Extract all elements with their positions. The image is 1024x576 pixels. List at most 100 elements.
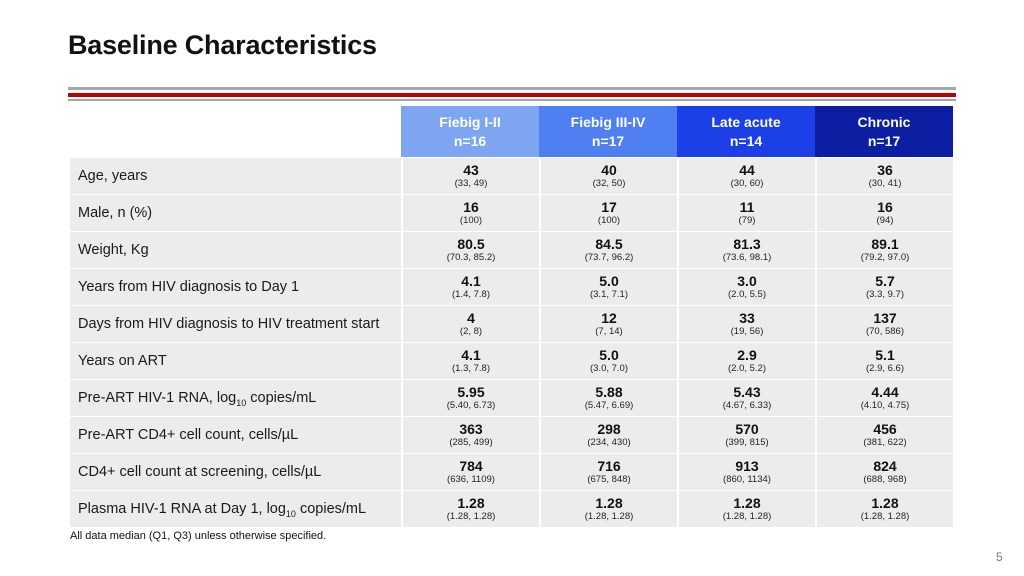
row-label: Pre-ART HIV-1 RNA, log10 copies/mL <box>70 379 401 416</box>
table-row: Pre-ART HIV-1 RNA, log10 copies/mL 5.95 (5… <box>70 379 953 416</box>
median-value: 5.1 <box>875 347 895 363</box>
median-value: 43 <box>463 162 479 178</box>
quartile-range: (100) <box>597 215 621 226</box>
median-value: 5.0 <box>599 273 619 289</box>
median-value: 913 <box>735 458 759 474</box>
value-cell: 4.1 (1.4, 7.8) <box>401 268 539 305</box>
quartile-range: (1.28, 1.28) <box>584 511 634 522</box>
value-cell: 89.1 (79.2, 97.0) <box>815 231 953 268</box>
median-value: 12 <box>601 310 617 326</box>
median-value: 89.1 <box>871 236 899 252</box>
header-name: Fiebig I-II <box>439 113 501 130</box>
table-row: Male, n (%) 16 (100) 17 (100) 11 (79) 16 (94) <box>70 194 953 231</box>
value-cell: 5.88 (5.47, 6.69) <box>539 379 677 416</box>
quartile-range: (2.0, 5.2) <box>727 363 767 374</box>
table-row: Pre-ART CD4+ cell count, cells/µL 363 (285… <box>70 416 953 453</box>
value-cell: 44 (30, 60) <box>677 157 815 194</box>
title-divider-bottom <box>68 99 956 101</box>
median-value: 40 <box>601 162 617 178</box>
table-header-row: Fiebig I-II n=16 Fiebig III-IV n=17 Late… <box>70 106 953 157</box>
value-cell: 456 (381, 622) <box>815 416 953 453</box>
header-fiebig-iii-iv: Fiebig III-IV n=17 <box>539 106 677 157</box>
value-cell: 40 (32, 50) <box>539 157 677 194</box>
value-cell: 16 (100) <box>401 194 539 231</box>
value-cell: 784 (636, 1109) <box>401 453 539 490</box>
median-value: 3.0 <box>737 273 757 289</box>
table-row: Age, years 43 (33, 49) 40 (32, 50) 44 (30, 60)… <box>70 157 953 194</box>
quartile-range: (399, 815) <box>725 437 769 448</box>
quartile-range: (636, 1109) <box>447 474 495 485</box>
median-value: 298 <box>597 421 621 437</box>
median-value: 36 <box>877 162 893 178</box>
value-cell: 84.5 (73.7, 96.2) <box>539 231 677 268</box>
median-value: 80.5 <box>457 236 485 252</box>
value-cell: 80.5 (70.3, 85.2) <box>401 231 539 268</box>
value-cell: 1.28 (1.28, 1.28) <box>401 490 539 527</box>
median-value: 4 <box>467 310 475 326</box>
value-cell: 137 (70, 586) <box>815 305 953 342</box>
median-value: 44 <box>739 162 755 178</box>
quartile-range: (5.40, 6.73) <box>446 400 496 411</box>
quartile-range: (19, 56) <box>730 326 764 337</box>
value-cell: 5.1 (2.9, 6.6) <box>815 342 953 379</box>
header-n: n=17 <box>591 132 625 149</box>
quartile-range: (860, 1134) <box>723 474 771 485</box>
header-name: Fiebig III-IV <box>570 113 646 130</box>
value-cell: 824 (688, 968) <box>815 453 953 490</box>
quartile-range: (4.67, 6.33) <box>722 400 772 411</box>
median-value: 1.28 <box>457 495 485 511</box>
quartile-range: (1.3, 7.8) <box>451 363 491 374</box>
median-value: 16 <box>877 199 893 215</box>
quartile-range: (381, 622) <box>863 437 907 448</box>
value-cell: 3.0 (2.0, 5.5) <box>677 268 815 305</box>
row-label: Days from HIV diagnosis to HIV treatment… <box>70 305 401 342</box>
quartile-range: (32, 50) <box>592 178 626 189</box>
value-cell: 570 (399, 815) <box>677 416 815 453</box>
value-cell: 298 (234, 430) <box>539 416 677 453</box>
quartile-range: (30, 41) <box>868 178 902 189</box>
median-value: 33 <box>739 310 755 326</box>
header-fiebig-i-ii: Fiebig I-II n=16 <box>401 106 539 157</box>
median-value: 5.43 <box>733 384 761 400</box>
quartile-range: (3.1, 7.1) <box>589 289 629 300</box>
median-value: 363 <box>459 421 483 437</box>
value-cell: 1.28 (1.28, 1.28) <box>815 490 953 527</box>
baseline-characteristics-table: Fiebig I-II n=16 Fiebig III-IV n=17 Late… <box>70 106 953 527</box>
page-number: 5 <box>996 550 1003 564</box>
median-value: 5.7 <box>875 273 895 289</box>
quartile-range: (2.9, 6.6) <box>865 363 905 374</box>
value-cell: 17 (100) <box>539 194 677 231</box>
median-value: 1.28 <box>595 495 623 511</box>
value-cell: 43 (33, 49) <box>401 157 539 194</box>
value-cell: 913 (860, 1134) <box>677 453 815 490</box>
median-value: 16 <box>463 199 479 215</box>
quartile-range: (4.10, 4.75) <box>860 400 910 411</box>
quartile-range: (1.28, 1.28) <box>860 511 910 522</box>
quartile-range: (285, 499) <box>449 437 493 448</box>
row-label-subscript: 10 <box>285 508 296 519</box>
row-label: Years from HIV diagnosis to Day 1 <box>70 268 401 305</box>
value-cell: 81.3 (73.6, 98.1) <box>677 231 815 268</box>
row-label-units: copies/mL <box>246 390 317 406</box>
median-value: 1.28 <box>871 495 899 511</box>
quartile-range: (3.0, 7.0) <box>589 363 629 374</box>
title-divider-accent <box>68 93 956 97</box>
value-cell: 363 (285, 499) <box>401 416 539 453</box>
quartile-range: (70, 586) <box>865 326 905 337</box>
value-cell: 16 (94) <box>815 194 953 231</box>
quartile-range: (79.2, 97.0) <box>860 252 910 263</box>
row-label-text: Plasma HIV-1 RNA at Day 1, log <box>78 501 286 517</box>
header-n: n=16 <box>453 132 487 149</box>
median-value: 784 <box>459 458 483 474</box>
quartile-range: (70.3, 85.2) <box>446 252 496 263</box>
table-row: Years on ART 4.1 (1.3, 7.8) 5.0 (3.0, 7.0) 2.… <box>70 342 953 379</box>
quartile-range: (1.28, 1.28) <box>722 511 772 522</box>
median-value: 456 <box>873 421 897 437</box>
median-value: 1.28 <box>733 495 761 511</box>
quartile-range: (94) <box>876 215 894 226</box>
value-cell: 5.0 (3.1, 7.1) <box>539 268 677 305</box>
header-name: Late acute <box>711 113 781 130</box>
median-value: 716 <box>597 458 621 474</box>
median-value: 4.1 <box>461 347 481 363</box>
quartile-range: (7, 14) <box>595 326 623 337</box>
